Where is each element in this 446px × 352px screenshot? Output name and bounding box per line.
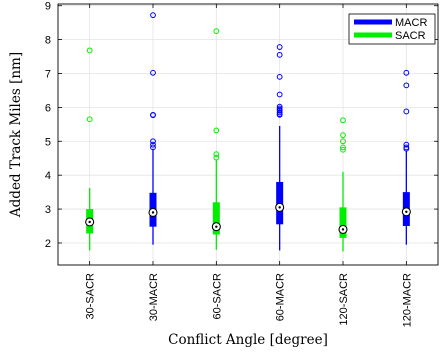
outlier-point: [276, 73, 283, 80]
y-tick-label: 2: [45, 238, 51, 250]
outlier-point: [213, 127, 220, 134]
box-plot-60-sacr: [211, 28, 221, 250]
outlier-point: [403, 82, 410, 89]
x-tick-label: 60-SACR: [211, 273, 223, 320]
outlier-point: [213, 154, 220, 161]
median-dot: [278, 206, 281, 209]
outlier-point: [150, 69, 156, 76]
outlier-point: [276, 44, 283, 50]
outlier-point: [150, 12, 156, 19]
plot-frame: [57, 3, 439, 266]
x-tick-label: 30-MACR: [148, 273, 160, 321]
legend-label-macr: MACR: [395, 17, 427, 29]
x-tick-label: 120-MACR: [401, 273, 413, 327]
outlier-point: [86, 116, 93, 123]
outlier-point: [150, 111, 156, 118]
outlier-point: [340, 132, 346, 139]
outlier-point: [276, 91, 283, 98]
outlier-point: [276, 51, 283, 58]
median-dot: [341, 228, 345, 231]
box-plot-60-macr: [275, 44, 285, 251]
box-plots: [85, 12, 411, 252]
box-plot-120-macr: [401, 69, 411, 245]
outlier-point: [150, 138, 156, 145]
outlier-point: [213, 28, 220, 35]
median-dot: [88, 220, 91, 224]
y-tick-label: 8: [45, 35, 51, 47]
outlier-point: [276, 109, 283, 116]
y-tick-label: 4: [45, 170, 51, 182]
x-tick-label: 30-SACR: [85, 273, 97, 320]
box: [339, 207, 347, 238]
outlier-point: [276, 105, 283, 112]
legend-box: [348, 13, 436, 45]
median-dot: [151, 211, 155, 214]
outlier-point: [340, 117, 346, 124]
outlier-point: [403, 108, 410, 115]
box: [212, 202, 220, 235]
x-axis-title: Conflict Angle [degree]: [168, 332, 328, 348]
outlier-point: [150, 144, 156, 151]
x-axis-ticks: 30-SACR 30-MACR 60-SACR 60-MACR 120-SACR 120-…: [85, 4, 413, 327]
legend-label-sacr: SACR: [395, 30, 426, 42]
y-axis-title: Added Track Miles [nm]: [8, 52, 24, 218]
y-axis-ticks: 2 3 4 5 6 7 8 9: [45, 1, 438, 250]
median-dot: [215, 225, 218, 228]
y-tick-label: 3: [45, 204, 51, 216]
outlier-point: [403, 69, 410, 76]
box-plot-30-sacr: [85, 47, 95, 251]
y-tick-label: 7: [45, 68, 51, 80]
outlier-point: [340, 138, 346, 145]
outlier-point: [150, 141, 156, 148]
box-plot-30-macr: [148, 12, 158, 245]
box-plot-120-sacr: [338, 117, 348, 252]
outlier-point: [86, 47, 93, 54]
outlier-point: [403, 141, 410, 148]
median-dot: [405, 210, 408, 213]
x-tick-label: 120-SACR: [338, 273, 350, 326]
outlier-point: [213, 151, 220, 158]
outlier-point: [403, 144, 410, 151]
x-tick-label: 60-MACR: [275, 273, 287, 321]
y-tick-label: 9: [45, 1, 51, 13]
outlier-point: [276, 103, 283, 110]
outlier-point: [340, 146, 346, 153]
outlier-point: [340, 144, 346, 151]
y-tick-label: 6: [45, 102, 51, 114]
y-tick-label: 5: [45, 136, 51, 148]
